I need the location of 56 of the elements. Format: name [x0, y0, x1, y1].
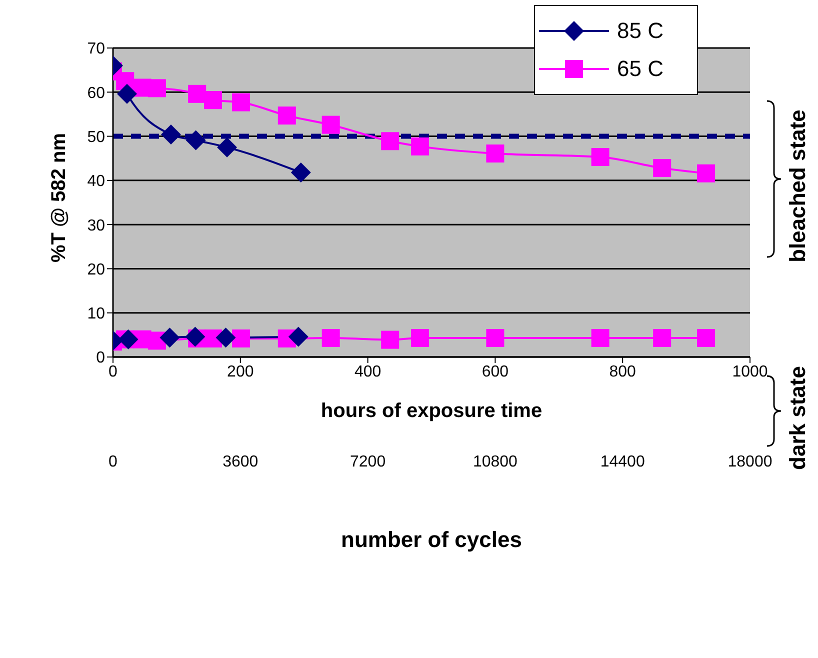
y-tick-label: 70 [87, 40, 106, 58]
x-tick-label: 0 [108, 363, 118, 380]
y-tick-label: 40 [87, 173, 106, 190]
point [322, 116, 340, 134]
point [697, 329, 716, 348]
point [486, 144, 504, 162]
x2-tick-label: 7200 [350, 453, 386, 470]
point [697, 164, 716, 182]
point [188, 84, 206, 103]
point [322, 329, 340, 348]
point [160, 328, 180, 348]
point [290, 162, 311, 182]
point [381, 330, 400, 349]
x2-tick-label: 10800 [472, 453, 518, 470]
text: bleached state [785, 110, 811, 262]
legend-label: 85 C [617, 18, 664, 44]
x-tick-label: 200 [227, 363, 254, 380]
point [232, 93, 250, 112]
text: dark state [785, 366, 811, 470]
y-tick-label: 20 [87, 261, 106, 278]
point [160, 124, 181, 145]
point [591, 148, 610, 166]
x-tick-label: 800 [609, 363, 636, 380]
x-tick-label: 600 [482, 363, 509, 380]
x-axis-title: hours of exposure time [320, 400, 542, 422]
y-axis-title: %T @ 582 nm [48, 132, 70, 262]
point [216, 328, 236, 348]
point [411, 329, 430, 348]
point [186, 130, 206, 150]
point [148, 79, 166, 98]
point [117, 84, 138, 104]
point [278, 106, 296, 125]
y-tick-label: 50 [87, 128, 106, 146]
x-tick-label: 400 [354, 363, 382, 380]
point [653, 159, 672, 178]
x2-tick-label: 14400 [600, 453, 645, 470]
point [591, 329, 610, 348]
y-tick-label: 0 [96, 350, 106, 367]
point [381, 132, 400, 150]
point [411, 137, 430, 156]
point [288, 326, 308, 347]
x2-axis-title: number of cycles [341, 527, 522, 552]
x2-tick-label: 3600 [222, 453, 258, 470]
point [204, 91, 222, 110]
x2-tick-label: 0 [108, 453, 118, 470]
point [232, 329, 250, 348]
point [653, 329, 672, 348]
point [486, 329, 504, 348]
y-tick-label: 10 [87, 306, 106, 323]
legend-label: 65 C [617, 56, 664, 82]
x2-tick-label: 18000 [728, 453, 772, 470]
point [118, 329, 138, 350]
y-tick-label: 30 [87, 217, 106, 234]
point [217, 137, 238, 158]
y-tick-label: 60 [87, 84, 106, 102]
x-tick-label: 1000 [732, 363, 768, 380]
